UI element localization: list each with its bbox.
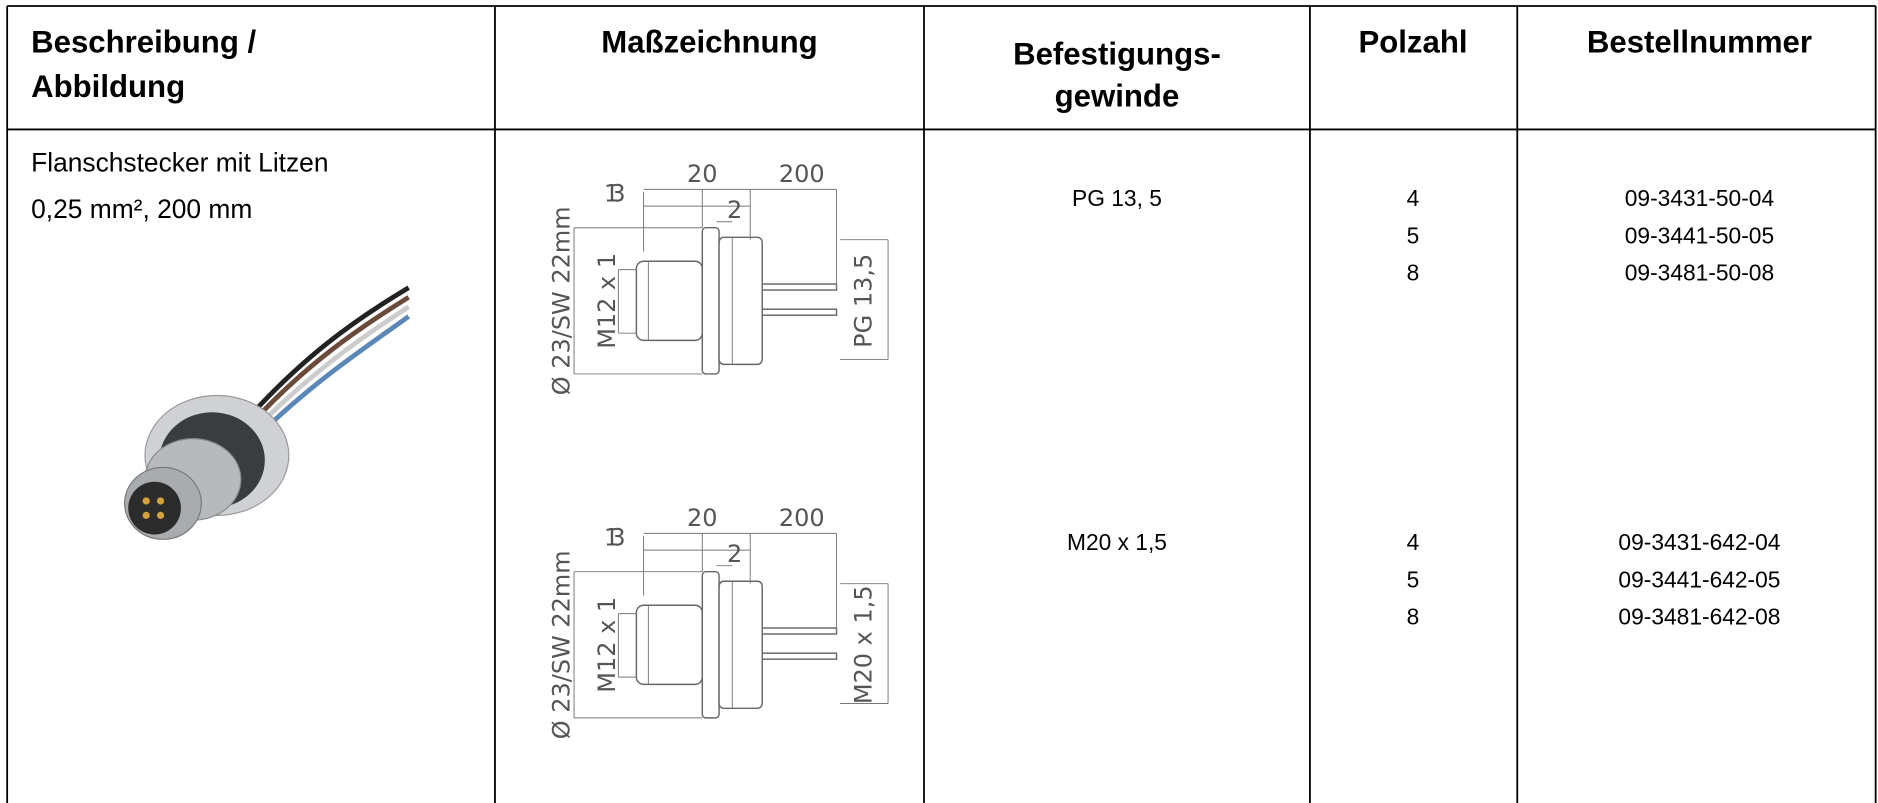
dimension-label: 200 [779, 160, 825, 188]
dimension-label: 2 [727, 540, 742, 568]
dimension-drawing: 13 20 200 2 Ø 23/SW 22mm M12 x 1 M20 x 1,5 [547, 504, 889, 739]
flange [701, 570, 720, 719]
description: 0,25 mm², 200 mm [31, 194, 252, 224]
connector-body [635, 604, 704, 686]
nut [718, 580, 763, 710]
order-number: 09-3481-642-08 [1618, 603, 1780, 629]
flange [701, 226, 720, 375]
order-number: 09-3441-50-05 [1625, 222, 1774, 248]
dimension-label: 13 [604, 523, 626, 551]
dimension-line [573, 188, 889, 375]
header: Bestellnummer [1587, 25, 1812, 60]
dimension-label: Ø 23/SW 22mm [547, 550, 575, 739]
table-borders [6, 5, 1877, 803]
thread: PG 13, 5 [1072, 185, 1162, 211]
header: Abbildung [31, 69, 185, 104]
dimension-line [573, 532, 889, 719]
header: Maßzeichnung [601, 25, 817, 60]
dimension-label: PG 13,5 [849, 254, 877, 348]
pin [761, 627, 838, 635]
order-number: 09-3441-642-05 [1618, 566, 1780, 592]
product-photo [124, 285, 411, 540]
dimension-label: 2 [727, 196, 742, 224]
header: Befestigungs- [1013, 37, 1221, 72]
pin [761, 652, 838, 660]
dimension-label: M20 x 1,5 [849, 585, 877, 704]
nut [718, 236, 763, 366]
pole-count: 5 [1407, 566, 1420, 592]
dimension-label: 200 [779, 504, 825, 532]
pole-count: 5 [1407, 222, 1420, 248]
pole-count: 4 [1407, 185, 1420, 211]
pin [761, 283, 838, 291]
header: Beschreibung / [31, 25, 256, 60]
pole-count: 8 [1407, 259, 1420, 285]
order-number: 09-3481-50-08 [1625, 259, 1774, 285]
pole-count: 4 [1407, 529, 1420, 555]
thread: M20 x 1,5 [1067, 529, 1167, 555]
dimension-label: Ø 23/SW 22mm [547, 206, 575, 395]
header: Polzahl [1358, 25, 1467, 60]
description: Flanschstecker mit Litzen [31, 147, 328, 177]
dimension-label: 13 [604, 179, 626, 207]
header: gewinde [1055, 79, 1180, 114]
order-number: 09-3431-642-04 [1618, 529, 1780, 555]
pin [761, 308, 838, 316]
pole-count: 8 [1407, 603, 1420, 629]
order-number: 09-3431-50-04 [1625, 185, 1774, 211]
connector-body [635, 260, 704, 342]
dimension-label: M12 x 1 [593, 253, 621, 349]
dimension-label: 20 [687, 504, 718, 532]
dimension-label: M12 x 1 [593, 597, 621, 693]
dimension-label: 20 [687, 160, 718, 188]
dimension-drawing: 13 20 200 2 Ø 23/SW 22mm M12 x 1 PG 13,5 [547, 160, 889, 395]
